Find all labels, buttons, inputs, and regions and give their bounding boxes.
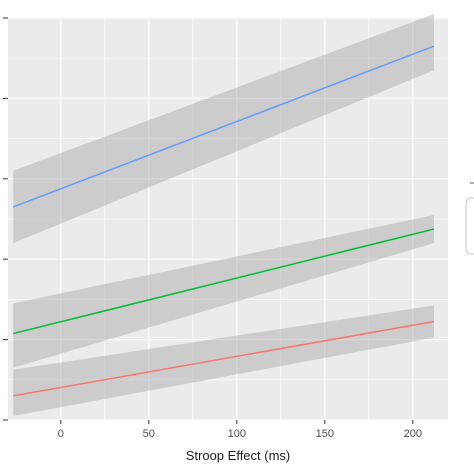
confidence-bands [13,13,434,416]
confidence-band-1 [13,13,434,244]
x-tick-label: 50 [143,428,155,440]
x-tick-label: 150 [316,428,334,440]
x-axis-ticks: 0 50 100 150 200 [58,420,422,440]
x-tick-label: 200 [404,428,422,440]
regression-line-3 [13,320,435,397]
x-tick-label: 0 [58,428,64,440]
confidence-band-2 [13,214,434,368]
gridlines [8,17,448,421]
x-tick-label: 100 [228,428,246,440]
legend-fragment [465,182,474,255]
confidence-band-3 [13,305,434,416]
x-axis-title: Stroop Effect (ms) [186,448,291,463]
y-axis-ticks [3,17,8,421]
regression-lines [13,45,435,397]
regression-line-2 [13,228,435,335]
regression-line-1 [13,45,435,208]
